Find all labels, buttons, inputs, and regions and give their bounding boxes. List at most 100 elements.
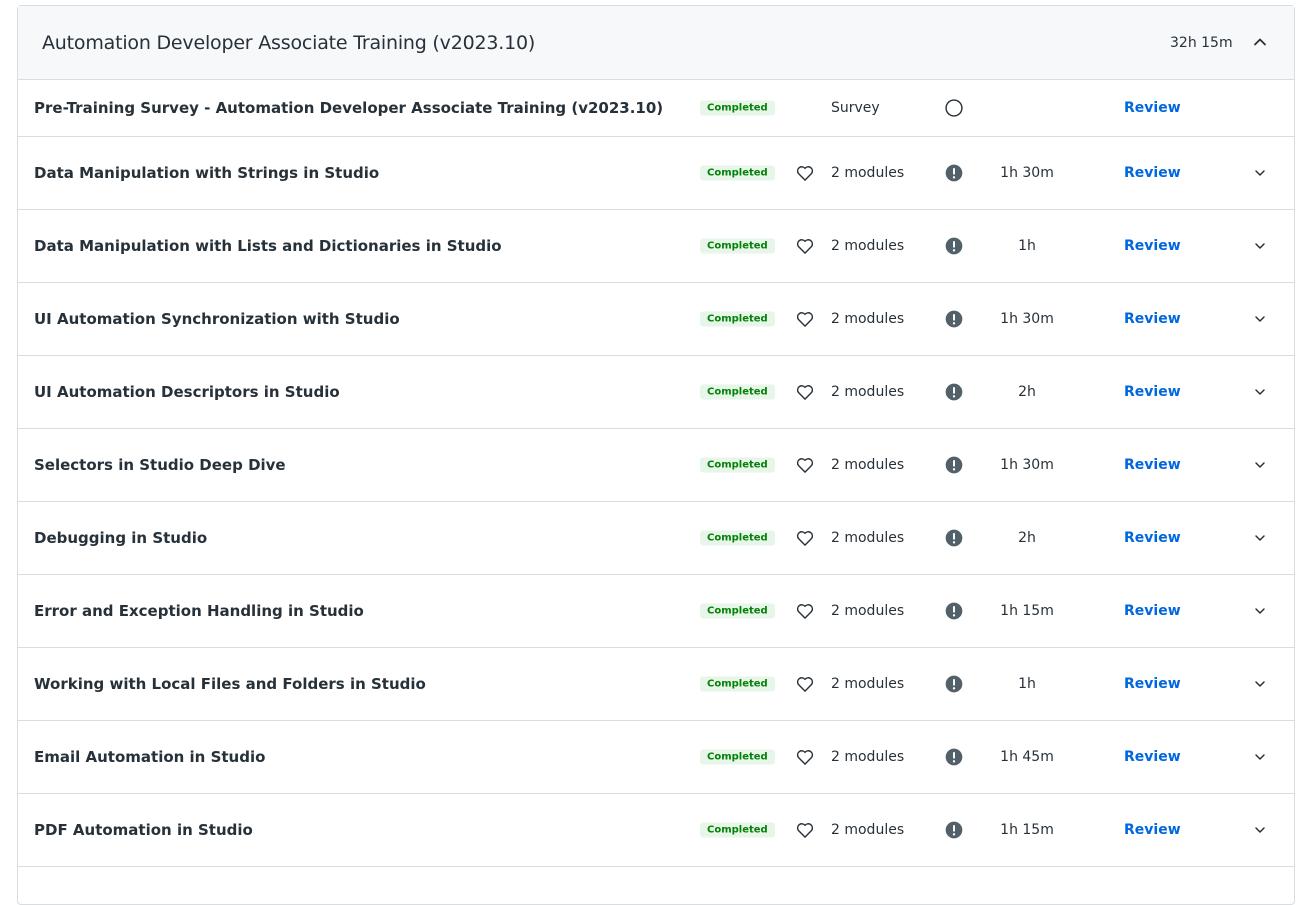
heart-icon[interactable]: [794, 163, 816, 183]
course-duration: 1h 15m: [1000, 603, 1054, 619]
heart-icon[interactable]: [794, 674, 816, 694]
table-row[interactable]: Working with Local Files and Folders in …: [18, 648, 1294, 721]
heart-icon[interactable]: [794, 455, 816, 475]
module-count: 2 modules: [831, 384, 905, 400]
status-badge: Completed: [700, 100, 775, 116]
chevron-down-icon[interactable]: [1252, 822, 1268, 838]
review-link[interactable]: Review: [1124, 822, 1181, 838]
circle-outline-icon: [945, 99, 963, 117]
alert-circle-icon: [945, 529, 963, 547]
table-row[interactable]: Data Manipulation with Lists and Diction…: [18, 210, 1294, 283]
module-count: 2 modules: [831, 457, 905, 473]
module-count: Survey: [831, 100, 880, 116]
heart-icon[interactable]: [794, 236, 816, 256]
heart-icon[interactable]: [794, 820, 816, 840]
alert-circle-icon: [945, 237, 963, 255]
course-duration: 1h 30m: [1000, 311, 1054, 327]
module-count: 2 modules: [831, 238, 905, 254]
alert-circle-icon: [945, 164, 963, 182]
review-link[interactable]: Review: [1124, 165, 1181, 181]
table-row[interactable]: UI Automation Descriptors in Studio Compl…: [18, 356, 1294, 429]
status-badge: Completed: [700, 457, 775, 473]
table-row[interactable]: Error and Exception Handling in Studio Co…: [18, 575, 1294, 648]
table-row[interactable]: UI Automation Synchronization with Studi…: [18, 283, 1294, 356]
alert-circle-icon: [945, 383, 963, 401]
module-count: 2 modules: [831, 165, 905, 181]
module-count: 2 modules: [831, 603, 905, 619]
page-title: Automation Developer Associate Training …: [42, 31, 536, 54]
table-row[interactable]: Email Automation in Studio Completed 2 mod…: [18, 721, 1294, 794]
course-title[interactable]: Email Automation in Studio: [34, 748, 266, 766]
training-panel: Automation Developer Associate Training …: [17, 5, 1295, 905]
course-title[interactable]: UI Automation Synchronization with Studi…: [34, 310, 400, 328]
review-link[interactable]: Review: [1124, 311, 1181, 327]
chevron-down-icon[interactable]: [1252, 238, 1268, 254]
module-count: 2 modules: [831, 676, 905, 692]
status-badge: Completed: [700, 384, 775, 400]
chevron-down-icon[interactable]: [1252, 311, 1268, 327]
course-duration: 1h 30m: [1000, 165, 1054, 181]
module-count: 2 modules: [831, 749, 905, 765]
course-title[interactable]: Working with Local Files and Folders in …: [34, 675, 426, 693]
alert-circle-icon: [945, 675, 963, 693]
status-badge: Completed: [700, 238, 775, 254]
table-row[interactable]: Data Manipulation with Strings in Studio…: [18, 137, 1294, 210]
review-link[interactable]: Review: [1124, 457, 1181, 473]
review-link[interactable]: Review: [1124, 749, 1181, 765]
course-duration: 1h: [1018, 676, 1036, 692]
module-count: 2 modules: [831, 311, 905, 327]
status-badge: Completed: [700, 165, 775, 181]
status-badge: Completed: [700, 676, 775, 692]
alert-circle-icon: [945, 821, 963, 839]
review-link[interactable]: Review: [1124, 530, 1181, 546]
chevron-down-icon[interactable]: [1252, 530, 1268, 546]
course-duration: 1h: [1018, 238, 1036, 254]
status-badge: Completed: [700, 822, 775, 838]
heart-icon[interactable]: [794, 528, 816, 548]
chevron-down-icon[interactable]: [1252, 603, 1268, 619]
total-duration: 32h 15m: [1170, 34, 1233, 51]
course-duration: 2h: [1018, 530, 1036, 546]
course-title[interactable]: UI Automation Descriptors in Studio: [34, 383, 340, 401]
course-duration: 2h: [1018, 384, 1036, 400]
review-link[interactable]: Review: [1124, 676, 1181, 692]
alert-circle-icon: [945, 310, 963, 328]
panel-header[interactable]: Automation Developer Associate Training …: [18, 6, 1294, 80]
module-count: 2 modules: [831, 822, 905, 838]
status-badge: Completed: [700, 530, 775, 546]
chevron-up-icon[interactable]: [1252, 34, 1268, 50]
course-duration: 1h 15m: [1000, 822, 1054, 838]
course-duration: 1h 30m: [1000, 457, 1054, 473]
table-row[interactable]: Selectors in Studio Deep Dive Completed 2 …: [18, 429, 1294, 502]
course-title[interactable]: Selectors in Studio Deep Dive: [34, 456, 286, 474]
alert-circle-icon: [945, 456, 963, 474]
heart-icon[interactable]: [794, 309, 816, 329]
heart-icon[interactable]: [794, 382, 816, 402]
review-link[interactable]: Review: [1124, 100, 1181, 116]
chevron-down-icon[interactable]: [1252, 457, 1268, 473]
course-list: Pre-Training Survey - Automation Develop…: [18, 80, 1294, 867]
chevron-down-icon[interactable]: [1252, 165, 1268, 181]
review-link[interactable]: Review: [1124, 238, 1181, 254]
course-title[interactable]: Error and Exception Handling in Studio: [34, 602, 364, 620]
heart-icon[interactable]: [794, 747, 816, 767]
table-row[interactable]: Debugging in Studio Completed 2 modules 2h R…: [18, 502, 1294, 575]
module-count: 2 modules: [831, 530, 905, 546]
heart-icon[interactable]: [794, 601, 816, 621]
alert-circle-icon: [945, 602, 963, 620]
alert-circle-icon: [945, 748, 963, 766]
course-title[interactable]: Pre-Training Survey - Automation Develop…: [34, 99, 664, 117]
course-duration: 1h 45m: [1000, 749, 1054, 765]
course-title[interactable]: Data Manipulation with Strings in Studio: [34, 164, 380, 182]
status-badge: Completed: [700, 311, 775, 327]
course-title[interactable]: Data Manipulation with Lists and Diction…: [34, 237, 502, 255]
review-link[interactable]: Review: [1124, 384, 1181, 400]
review-link[interactable]: Review: [1124, 603, 1181, 619]
chevron-down-icon[interactable]: [1252, 676, 1268, 692]
course-title[interactable]: PDF Automation in Studio: [34, 821, 253, 839]
chevron-down-icon[interactable]: [1252, 384, 1268, 400]
course-title[interactable]: Debugging in Studio: [34, 529, 208, 547]
table-row[interactable]: PDF Automation in Studio Completed 2 modul…: [18, 794, 1294, 867]
table-row[interactable]: Pre-Training Survey - Automation Develop…: [18, 80, 1294, 137]
chevron-down-icon[interactable]: [1252, 749, 1268, 765]
